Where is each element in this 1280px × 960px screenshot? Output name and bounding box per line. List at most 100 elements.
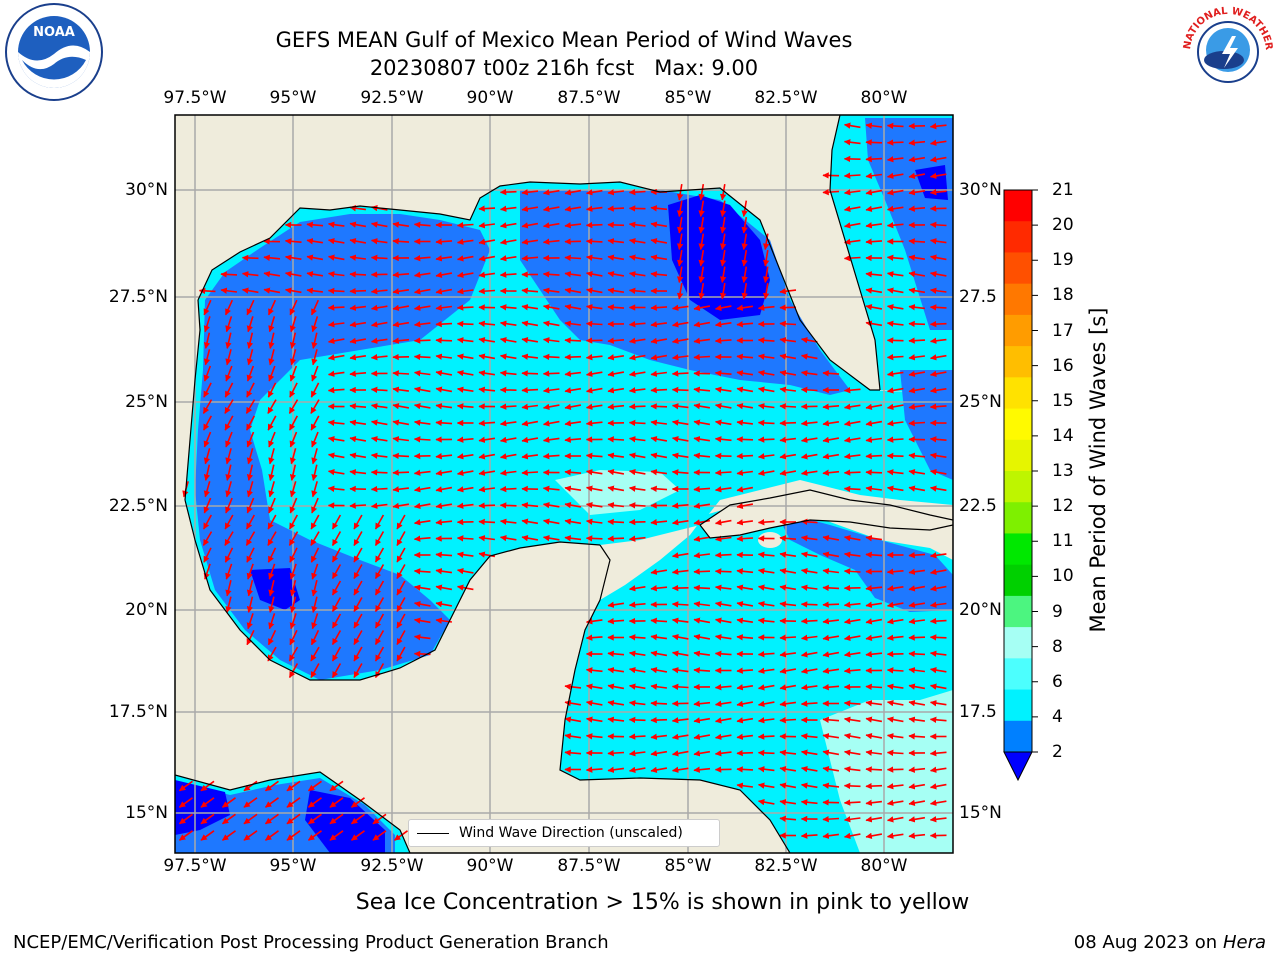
wind-wave-arrow bbox=[435, 453, 453, 460]
wind-wave-arrow bbox=[396, 514, 406, 530]
wind-wave-arrow bbox=[757, 600, 775, 608]
sea-ice-note: Sea Ice Concentration > 15% is shown in … bbox=[355, 890, 970, 915]
wind-wave-arrow bbox=[306, 221, 324, 228]
wind-wave-arrow bbox=[372, 813, 387, 825]
wind-wave-arrow bbox=[289, 299, 298, 316]
wind-wave-arrow bbox=[843, 667, 861, 674]
wind-wave-arrow bbox=[843, 453, 861, 460]
wind-wave-arrow bbox=[628, 419, 646, 427]
wind-wave-arrow bbox=[908, 601, 926, 609]
wind-wave-arrow bbox=[676, 233, 684, 251]
wind-wave-arrow bbox=[886, 387, 904, 394]
wind-wave-arrow bbox=[929, 403, 947, 410]
wind-wave-arrow bbox=[521, 353, 538, 360]
wind-wave-arrow bbox=[800, 535, 818, 542]
wind-wave-arrow bbox=[413, 486, 431, 493]
wind-wave-arrow bbox=[800, 700, 818, 707]
colorbar-segment bbox=[1004, 190, 1032, 222]
wind-wave-arrow bbox=[306, 287, 323, 294]
wind-wave-arrow bbox=[929, 337, 947, 344]
wind-wave-arrow bbox=[908, 337, 926, 344]
legend-label: Wind Wave Direction (unscaled) bbox=[459, 825, 683, 841]
wind-wave-arrow bbox=[456, 320, 474, 328]
wind-wave-arrow bbox=[650, 237, 668, 245]
wind-wave-arrow bbox=[762, 233, 770, 251]
wind-wave-arrow bbox=[542, 353, 560, 361]
colorbar-tick-label: 15 bbox=[1052, 390, 1074, 411]
wind-wave-arrow bbox=[221, 797, 236, 808]
wind-wave-arrow bbox=[607, 354, 625, 361]
wind-wave-arrow bbox=[564, 337, 582, 344]
wind-wave-arrow bbox=[779, 584, 797, 591]
wind-wave-arrow bbox=[929, 634, 947, 641]
wind-wave-arrow bbox=[286, 780, 301, 792]
wind-wave-arrow bbox=[698, 249, 705, 267]
wind-wave-arrow bbox=[349, 287, 367, 295]
wind-wave-arrow bbox=[268, 481, 275, 498]
wind-wave-arrow bbox=[843, 222, 861, 229]
wind-wave-arrow bbox=[499, 518, 517, 525]
wind-wave-arrow bbox=[284, 238, 302, 245]
wind-wave-arrow bbox=[456, 337, 474, 344]
wind-wave-arrow bbox=[800, 601, 818, 608]
wind-wave-arrow bbox=[224, 514, 234, 530]
wind-wave-arrow bbox=[779, 369, 797, 377]
wind-wave-arrow bbox=[478, 518, 496, 526]
wind-wave-arrow bbox=[284, 270, 302, 278]
wind-wave-arrow bbox=[203, 547, 212, 563]
colorbar-tick-label: 11 bbox=[1052, 531, 1074, 552]
wind-wave-arrow bbox=[886, 601, 904, 609]
wind-wave-arrow bbox=[564, 436, 582, 443]
wind-wave-arrow bbox=[521, 403, 539, 410]
wind-wave-arrow bbox=[564, 320, 582, 327]
wind-wave-arrow bbox=[224, 415, 234, 431]
wind-wave-arrow bbox=[757, 667, 775, 674]
wind-wave-arrow bbox=[929, 468, 947, 476]
wind-wave-arrow bbox=[392, 337, 410, 344]
lon-tick-top: 82.5°W bbox=[754, 88, 818, 108]
wind-wave-arrow bbox=[693, 617, 711, 624]
wind-wave-arrow bbox=[542, 337, 560, 344]
wind-wave-arrow bbox=[886, 156, 904, 163]
wind-wave-arrow bbox=[628, 188, 646, 196]
wind-wave-arrow bbox=[203, 497, 212, 514]
wind-wave-arrow bbox=[499, 420, 517, 427]
wind-wave-arrow bbox=[822, 651, 840, 658]
wind-wave-arrow bbox=[865, 238, 883, 245]
wind-wave-arrow bbox=[929, 172, 947, 180]
wind-wave-arrow bbox=[521, 436, 539, 444]
wind-wave-arrow bbox=[200, 797, 215, 808]
wind-wave-arrow bbox=[311, 596, 318, 613]
wind-wave-arrow bbox=[865, 205, 883, 213]
wind-wave-arrow bbox=[719, 266, 727, 284]
wind-wave-arrow bbox=[908, 172, 926, 180]
wind-wave-direction-arrows bbox=[178, 122, 947, 841]
wind-wave-arrow bbox=[757, 700, 775, 708]
wind-wave-arrow bbox=[779, 601, 797, 608]
wind-wave-arrow bbox=[757, 684, 775, 691]
wind-wave-arrow bbox=[693, 733, 711, 741]
wind-wave-arrow bbox=[542, 222, 560, 229]
wind-wave-arrow bbox=[306, 254, 324, 261]
lat-tick-right: 17.5 bbox=[959, 702, 997, 722]
wind-wave-arrow bbox=[714, 469, 732, 476]
wind-wave-arrow bbox=[521, 420, 539, 427]
wind-wave-arrow bbox=[564, 287, 582, 294]
wind-wave-arrow bbox=[329, 813, 344, 825]
wind-wave-arrow bbox=[714, 304, 732, 312]
wind-wave-arrow bbox=[396, 646, 406, 662]
wind-wave-arrow bbox=[178, 780, 193, 792]
wind-wave-arrow bbox=[736, 519, 754, 526]
wind-wave-arrow bbox=[392, 321, 410, 328]
wind-wave-arrow bbox=[225, 316, 233, 333]
wind-wave-arrow bbox=[203, 448, 211, 465]
wind-wave-arrow bbox=[350, 797, 365, 808]
wind-wave-arrow bbox=[370, 321, 388, 328]
wind-wave-arrow bbox=[693, 601, 711, 608]
wind-wave-arrow bbox=[865, 799, 882, 806]
lon-tick-bottom: 80°W bbox=[860, 856, 908, 876]
wind-wave-arrow bbox=[327, 254, 345, 261]
water-blue-fl-east bbox=[900, 370, 953, 480]
wind-wave-arrow bbox=[564, 683, 582, 690]
wind-wave-arrow bbox=[628, 716, 646, 724]
